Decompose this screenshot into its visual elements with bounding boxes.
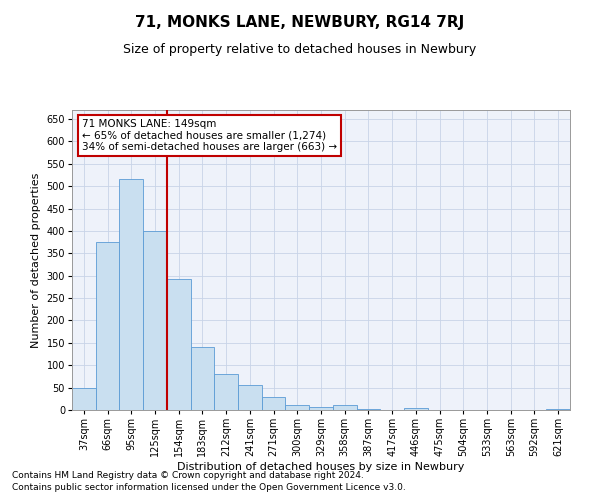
Bar bbox=[72, 388, 96, 410]
Bar bbox=[238, 386, 262, 410]
Bar bbox=[96, 242, 119, 410]
Bar bbox=[333, 404, 356, 410]
Text: Contains public sector information licensed under the Open Government Licence v3: Contains public sector information licen… bbox=[12, 484, 406, 492]
Y-axis label: Number of detached properties: Number of detached properties bbox=[31, 172, 41, 348]
Bar bbox=[167, 279, 191, 410]
Bar bbox=[191, 348, 214, 410]
Bar bbox=[119, 180, 143, 410]
Bar bbox=[214, 374, 238, 410]
Text: Contains HM Land Registry data © Crown copyright and database right 2024.: Contains HM Land Registry data © Crown c… bbox=[12, 471, 364, 480]
X-axis label: Distribution of detached houses by size in Newbury: Distribution of detached houses by size … bbox=[178, 462, 464, 472]
Bar bbox=[546, 408, 570, 410]
Bar bbox=[404, 408, 428, 410]
Bar bbox=[309, 407, 333, 410]
Bar bbox=[143, 231, 167, 410]
Bar bbox=[286, 404, 309, 410]
Text: 71, MONKS LANE, NEWBURY, RG14 7RJ: 71, MONKS LANE, NEWBURY, RG14 7RJ bbox=[136, 15, 464, 30]
Bar bbox=[262, 396, 286, 410]
Text: Size of property relative to detached houses in Newbury: Size of property relative to detached ho… bbox=[124, 42, 476, 56]
Bar bbox=[356, 408, 380, 410]
Text: 71 MONKS LANE: 149sqm
← 65% of detached houses are smaller (1,274)
34% of semi-d: 71 MONKS LANE: 149sqm ← 65% of detached … bbox=[82, 119, 337, 152]
